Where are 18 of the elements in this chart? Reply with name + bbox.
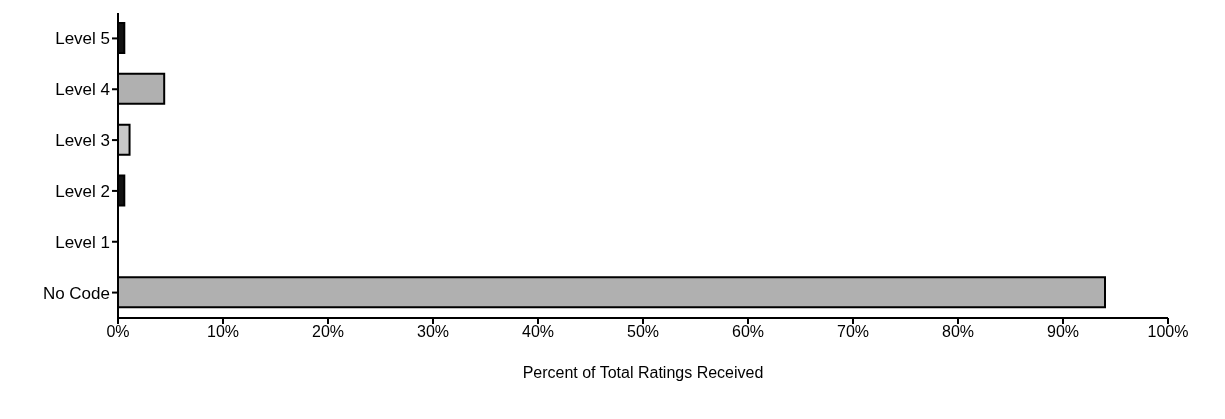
x-tick-label: 40% bbox=[521, 323, 555, 341]
x-axis-title: Percent of Total Ratings Received bbox=[522, 364, 764, 381]
y-tick-label: Level 1 bbox=[55, 232, 110, 252]
x-tick-label: 0% bbox=[106, 323, 130, 341]
x-tick-label: 50% bbox=[626, 323, 660, 341]
x-tick-label: 100% bbox=[1147, 323, 1189, 341]
x-tick-label: 20% bbox=[311, 323, 345, 341]
y-tick-label: No Code bbox=[42, 283, 110, 303]
y-tick-label: Level 3 bbox=[55, 131, 110, 151]
x-tick-label: 90% bbox=[1046, 323, 1080, 341]
y-tick-label: Level 2 bbox=[55, 181, 110, 201]
y-tick-label: Level 4 bbox=[55, 80, 110, 100]
x-tick-label: 60% bbox=[731, 323, 765, 341]
x-tick-label: 80% bbox=[941, 323, 975, 341]
y-tick-label: Level 5 bbox=[55, 29, 110, 49]
x-tick-label: 10% bbox=[206, 323, 240, 341]
x-tick-label: 70% bbox=[836, 323, 870, 341]
x-tick-label: 30% bbox=[416, 323, 450, 341]
